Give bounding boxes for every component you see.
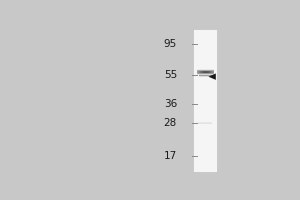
- Text: 55: 55: [164, 70, 177, 80]
- Polygon shape: [208, 73, 216, 80]
- Text: 17: 17: [164, 151, 177, 161]
- Bar: [193, 29, 217, 172]
- Text: 28: 28: [164, 118, 177, 128]
- Text: 36: 36: [164, 99, 177, 109]
- Text: 95: 95: [164, 39, 177, 49]
